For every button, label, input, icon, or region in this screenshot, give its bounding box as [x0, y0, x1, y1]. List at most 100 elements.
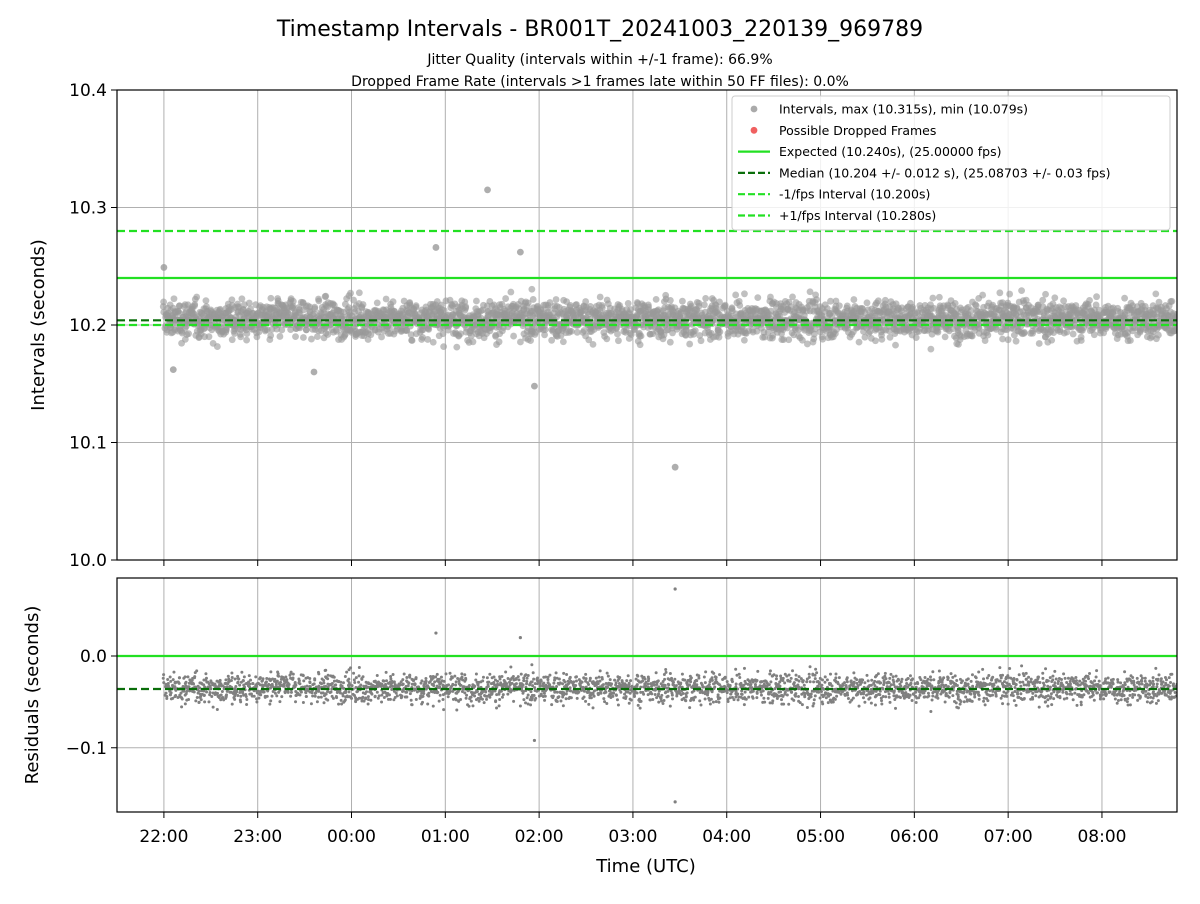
residual-point — [203, 700, 206, 703]
residual-point — [402, 683, 405, 686]
interval-point — [1168, 298, 1175, 305]
residual-point — [657, 685, 660, 688]
residual-point — [526, 677, 529, 680]
residual-point — [619, 691, 622, 694]
residual-point — [415, 698, 418, 701]
residual-point — [245, 698, 248, 701]
residual-point — [432, 705, 435, 708]
residual-point — [704, 670, 707, 673]
interval-point — [214, 343, 221, 350]
interval-point — [836, 302, 843, 309]
residual-point — [383, 691, 386, 694]
interval-point — [430, 339, 437, 346]
residual-point — [355, 676, 358, 679]
residual-point — [496, 680, 499, 683]
residual-point — [665, 671, 668, 674]
residual-point — [353, 681, 356, 684]
residual-point — [475, 672, 478, 675]
residual-point — [245, 695, 248, 698]
residual-point — [731, 680, 734, 683]
residual-point — [405, 676, 408, 679]
residual-point — [172, 678, 175, 681]
residual-point — [598, 676, 601, 679]
residual-point — [609, 678, 612, 681]
residual-point — [440, 676, 443, 679]
residual-point — [453, 675, 456, 678]
residual-point — [266, 695, 269, 698]
residual-point — [395, 692, 398, 695]
residual-point — [754, 683, 757, 686]
residual-point — [410, 699, 413, 702]
interval-point — [1048, 337, 1055, 344]
residual-point — [647, 683, 650, 686]
interval-point — [698, 337, 705, 344]
interval-point — [502, 295, 509, 302]
residual-point — [655, 671, 658, 674]
residual-point — [317, 696, 320, 699]
chart-title: Timestamp Intervals - BR001T_20241003_22… — [276, 17, 923, 42]
residual-point — [598, 680, 601, 683]
residual-point — [300, 691, 303, 694]
residual-point — [641, 680, 644, 683]
residual-point — [724, 676, 727, 679]
residual-point — [344, 691, 347, 694]
residual-point — [473, 694, 476, 697]
residual-point — [752, 697, 755, 700]
residual-point — [715, 676, 718, 679]
interval-point — [1091, 331, 1098, 338]
residual-point — [524, 701, 527, 704]
residual-point — [349, 696, 352, 699]
residual-point — [234, 678, 237, 681]
residual-point — [258, 677, 261, 680]
interval-point — [303, 326, 310, 333]
residual-point — [727, 700, 730, 703]
interval-point — [1060, 297, 1067, 304]
interval-point — [785, 336, 792, 343]
residual-point — [575, 675, 578, 678]
residual-point — [385, 679, 388, 682]
residual-point — [481, 698, 484, 701]
residual-point — [584, 673, 587, 676]
residual-point — [561, 682, 564, 685]
residual-point — [233, 698, 236, 701]
residual-point — [562, 672, 565, 675]
interval-outlier-2 — [433, 244, 440, 251]
interval-point — [292, 333, 299, 340]
residual-point — [340, 699, 343, 702]
interval-point — [741, 290, 748, 297]
interval-point — [615, 337, 622, 344]
residual-point — [294, 700, 297, 703]
residual-point — [396, 694, 399, 697]
interval-point — [872, 337, 879, 344]
residual-point — [290, 691, 293, 694]
residual-point — [752, 690, 755, 693]
residual-point — [726, 691, 729, 694]
interval-point — [614, 331, 621, 338]
interval-point — [878, 336, 885, 343]
interval-point — [527, 337, 534, 344]
interval-outlier-1 — [672, 464, 679, 471]
residual-point — [494, 700, 497, 703]
interval-point — [243, 330, 250, 337]
interval-point — [667, 339, 674, 346]
residual-point — [625, 679, 628, 682]
residual-point — [583, 696, 586, 699]
residual-point — [539, 679, 542, 682]
residual-point — [702, 686, 705, 689]
residual-point — [294, 684, 297, 687]
residual-point — [248, 683, 251, 686]
interval-point — [875, 297, 882, 304]
residual-point — [365, 690, 368, 693]
residual-point — [745, 698, 748, 701]
residual-point — [477, 683, 480, 686]
residual-point — [672, 681, 675, 684]
residual-point — [517, 678, 520, 681]
residual-point — [174, 694, 177, 697]
residual-point — [699, 703, 702, 706]
residual-point — [414, 683, 417, 686]
residual-point — [618, 676, 621, 679]
residual-point — [271, 695, 274, 698]
residual-point — [522, 698, 525, 701]
residual-point — [628, 702, 631, 705]
residual-point — [407, 682, 410, 685]
